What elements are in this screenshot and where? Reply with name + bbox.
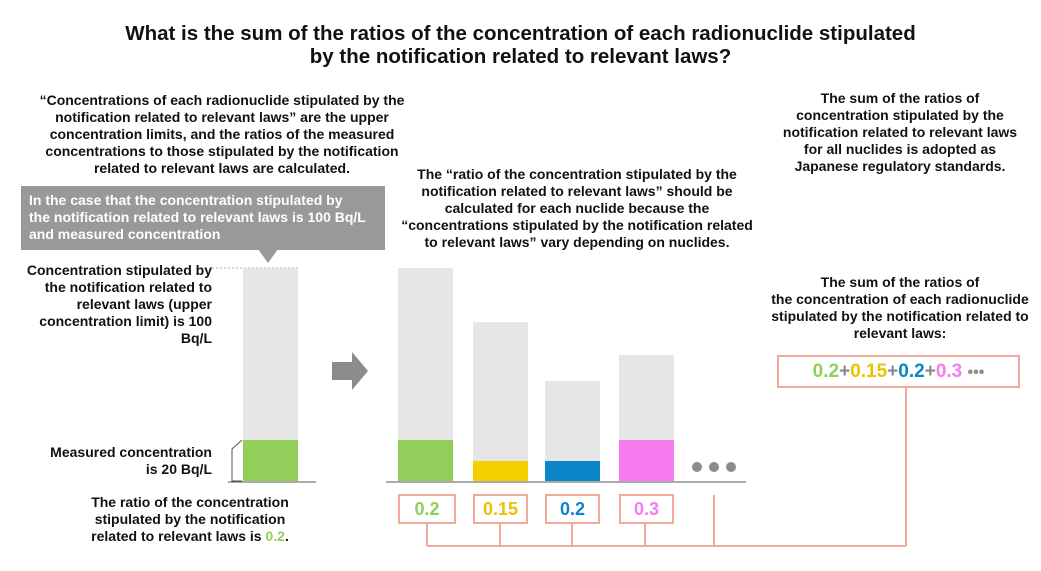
nuclide-4-ratio-box: 0.3 — [619, 494, 674, 524]
callout-pointer — [258, 249, 278, 263]
right-sum-text: The sum of the ratios of the concentrati… — [750, 274, 1041, 342]
right-mid-line: The sum of the ratios of — [820, 274, 980, 290]
left-intro-line: related to relevant laws are calculated. — [93, 160, 350, 176]
measured-bar — [243, 440, 298, 481]
ratio-value: 0.2 — [265, 528, 285, 544]
ratio-explanation: The ratio of the concentration stipulate… — [60, 494, 320, 545]
left-intro-line: notification related to relevant laws” a… — [55, 109, 389, 125]
left-intro-line: concentration limits, and the ratios of … — [49, 126, 395, 142]
ratio-line: The ratio of the concentration — [91, 494, 289, 510]
sum-expression-box: 0.2+0.15+0.2+0.3 ••• — [777, 355, 1020, 388]
sum-term-3: 0.2 — [898, 361, 925, 382]
limit-label-line: relevant laws (upper — [76, 296, 212, 312]
measured-label-line: Measured concentration — [50, 444, 212, 460]
sum-term-4: 0.3 — [935, 361, 963, 382]
nuclide-1-ratio-box: 0.2 — [398, 494, 456, 524]
nuclide-1-measured-bar — [398, 440, 453, 481]
measured-bracket — [231, 439, 243, 482]
nuclide-3-limit-bar — [545, 381, 600, 461]
title-line-2: by the notification related to relevant … — [309, 45, 732, 68]
plus-sign: + — [887, 361, 899, 382]
callout-line: In the case that the concentration stipu… — [29, 192, 343, 208]
limit-label-line: the notification related to — [44, 279, 212, 295]
sum-ellipsis: ••• — [967, 364, 985, 381]
measured-label: Measured concentration is 20 Bq/L — [0, 444, 212, 478]
right-mid-line: the concentration of each radionuclide — [771, 291, 1029, 307]
callout-line: and measured concentration — [29, 226, 221, 242]
nuclide-1-limit-bar — [398, 268, 453, 440]
ratio-line: stipulated by the notification — [94, 511, 286, 527]
ratio-line: related to relevant laws is 0.2. — [91, 528, 289, 544]
middle-line: to relevant laws” vary depending on nucl… — [424, 234, 730, 250]
right-arrow-icon — [332, 352, 368, 390]
nuclide-4-limit-bar — [619, 355, 674, 440]
case-callout: In the case that the concentration stipu… — [21, 186, 385, 250]
nuclide-4-measured-bar — [619, 440, 674, 481]
nuclide-2-ratio-box: 0.15 — [473, 494, 528, 524]
plus-sign: + — [924, 361, 936, 382]
sum-connector-lines — [426, 386, 907, 547]
left-intro-line: “Concentrations of each radionuclide sti… — [39, 92, 405, 108]
middle-line: “concentrations stipulated by the notifi… — [401, 217, 753, 233]
plus-sign: + — [839, 361, 851, 382]
sum-term-1: 0.2 — [812, 361, 840, 382]
right-top-line: The sum of the ratios of — [820, 90, 980, 106]
middle-line: The “ratio of the concentration stipulat… — [417, 166, 737, 182]
nuclide-2-limit-bar — [473, 322, 528, 461]
more-nuclides-dot — [692, 462, 702, 472]
middle-line: notification related to relevant laws” s… — [421, 183, 733, 199]
right-standards-text: The sum of the ratios of concentration s… — [760, 90, 1040, 175]
left-intro-line: concentrations to those stipulated by th… — [45, 143, 399, 159]
limit-label-line: Bq/L — [180, 330, 212, 346]
page-title: What is the sum of the ratios of the con… — [0, 22, 1041, 68]
right-top-line: for all nuclides is adopted as — [803, 141, 997, 157]
limit-bar — [243, 268, 298, 440]
limit-label: Concentration stipulated by the notifica… — [0, 262, 212, 347]
sum-term-2: 0.15 — [850, 361, 888, 382]
right-top-line: notification related to relevant laws — [782, 124, 1018, 140]
measured-label-line: is 20 Bq/L — [145, 461, 212, 477]
more-nuclides-dot — [709, 462, 719, 472]
title-line-1: What is the sum of the ratios of the con… — [125, 22, 916, 45]
right-top-line: concentration stipulated by the — [796, 107, 1004, 123]
more-nuclides-dot — [726, 462, 736, 472]
nuclide-3-measured-bar — [545, 461, 600, 481]
limit-label-line: Concentration stipulated by — [26, 262, 212, 278]
right-top-line: Japanese regulatory standards. — [794, 158, 1006, 174]
right-mid-line: stipulated by the notification related t… — [771, 308, 1029, 324]
middle-explanation: The “ratio of the concentration stipulat… — [384, 166, 770, 251]
callout-line: the notification related to relevant law… — [29, 209, 366, 225]
right-mid-line: relevant laws: — [853, 325, 947, 341]
nuclide-3-ratio-box: 0.2 — [545, 494, 600, 524]
nuclide-2-measured-bar — [473, 461, 528, 481]
middle-line: calculated for each nuclide because the — [444, 200, 710, 216]
left-intro-text: “Concentrations of each radionuclide sti… — [22, 92, 422, 177]
limit-label-line: concentration limit) is 100 — [39, 313, 212, 329]
